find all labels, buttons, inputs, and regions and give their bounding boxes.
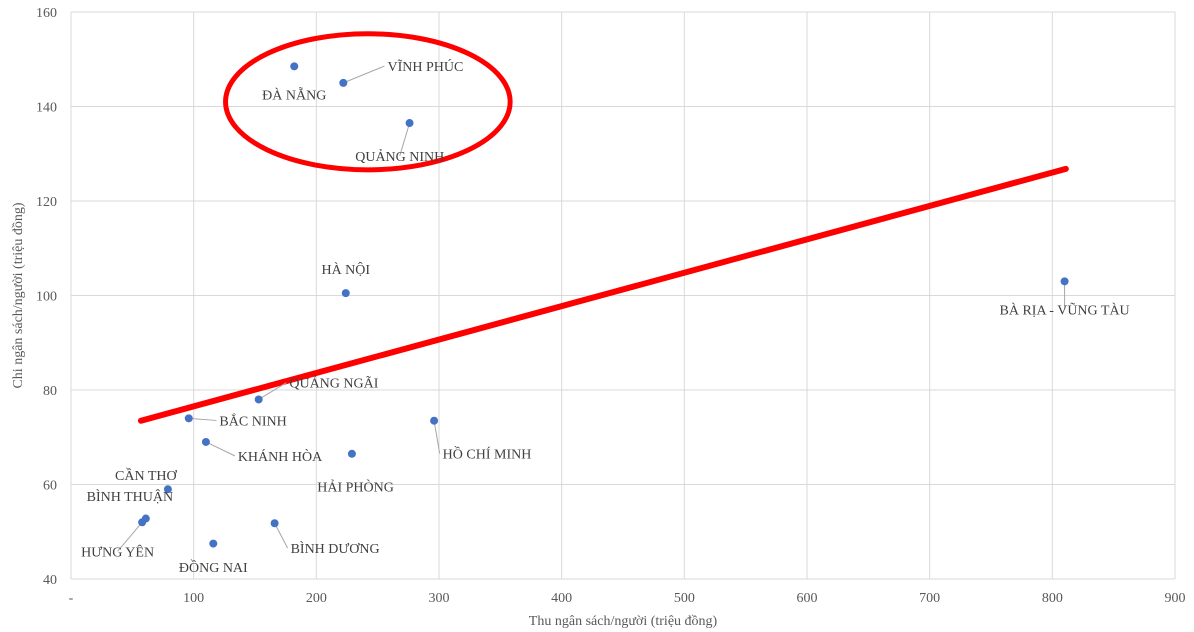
label-leader-line	[343, 65, 385, 84]
data-point	[270, 519, 279, 528]
data-label: BÌNH THUẬN	[87, 488, 173, 505]
data-point	[405, 119, 414, 128]
gridlines	[70, 11, 1176, 580]
label-leader-line	[117, 521, 143, 552]
data-label: VĨNH PHÚC	[387, 58, 463, 75]
x-axis-tick-labels: - 100 200 300 400 500 600 700 800 900	[69, 591, 1186, 606]
data-points	[138, 62, 1069, 548]
data-point	[430, 416, 439, 425]
label-leader-line	[433, 420, 441, 454]
data-label: ĐỒNG NAI	[179, 558, 248, 576]
data-point	[201, 437, 210, 446]
y-tick-label: 160	[36, 6, 57, 21]
x-tick-label: 600	[797, 591, 818, 606]
data-label: KHÁNH HÒA	[238, 448, 323, 465]
data-point	[290, 62, 299, 71]
data-label: BÌNH DƯƠNG	[291, 540, 380, 557]
x-tick-label: -	[69, 591, 74, 606]
data-label: QUẢNG NGÃI	[289, 375, 378, 392]
data-label: CẦN THƠ	[115, 467, 177, 484]
y-tick-label: 80	[43, 384, 57, 399]
data-point	[184, 414, 193, 423]
data-label: BẮC NINH	[219, 412, 286, 429]
x-tick-label: 400	[551, 591, 572, 606]
x-axis-title: Thu ngân sách/người (triệu đồng)	[529, 614, 718, 629]
data-label: HẢI PHÒNG	[317, 479, 394, 496]
y-axis-tick-labels: 40 60 80 100 120 140 160	[36, 6, 57, 588]
data-label: QUẢNG NINH	[355, 148, 444, 165]
data-labels: ĐÀ NẴNG VĨNH PHÚC QUẢNG NINH HÀ NỘI BÀ RỊA -…	[81, 58, 1130, 576]
data-point	[209, 539, 218, 548]
data-label: HÀ NỘI	[321, 261, 370, 278]
y-tick-label: 120	[36, 195, 57, 210]
y-tick-label: 40	[43, 573, 57, 588]
data-label: ĐÀ NẴNG	[262, 85, 326, 103]
y-axis-title: Chi ngân sách/người (triệu đồng)	[11, 202, 26, 388]
label-leader-line	[188, 417, 217, 421]
x-tick-label: 100	[183, 591, 204, 606]
y-tick-label: 100	[36, 290, 57, 305]
data-point	[163, 485, 172, 494]
x-tick-label: 300	[429, 591, 450, 606]
x-tick-label: 500	[674, 591, 695, 606]
data-point	[341, 289, 350, 298]
data-label: BÀ RỊA - VŨNG TÀU	[1000, 301, 1130, 318]
label-leader-line	[274, 523, 289, 549]
label-leader-line	[258, 382, 287, 400]
x-tick-label: 700	[919, 591, 940, 606]
x-tick-label: 900	[1165, 591, 1186, 606]
data-point	[138, 518, 147, 527]
x-tick-label: 200	[306, 591, 327, 606]
label-leader-line	[399, 122, 411, 156]
y-tick-label: 60	[43, 479, 57, 494]
data-label: HƯNG YÊN	[81, 543, 154, 560]
y-tick-label: 140	[36, 101, 57, 116]
data-label: HỒ CHÍ MINH	[443, 445, 532, 463]
data-point	[1060, 277, 1069, 286]
trendline	[137, 165, 1069, 424]
data-point	[347, 449, 356, 458]
data-point	[254, 395, 263, 404]
label-leader-lines	[117, 65, 1066, 552]
data-point	[339, 78, 348, 87]
highlight-ellipse	[223, 31, 513, 173]
label-leader-line	[205, 441, 236, 457]
x-tick-label: 800	[1042, 591, 1063, 606]
